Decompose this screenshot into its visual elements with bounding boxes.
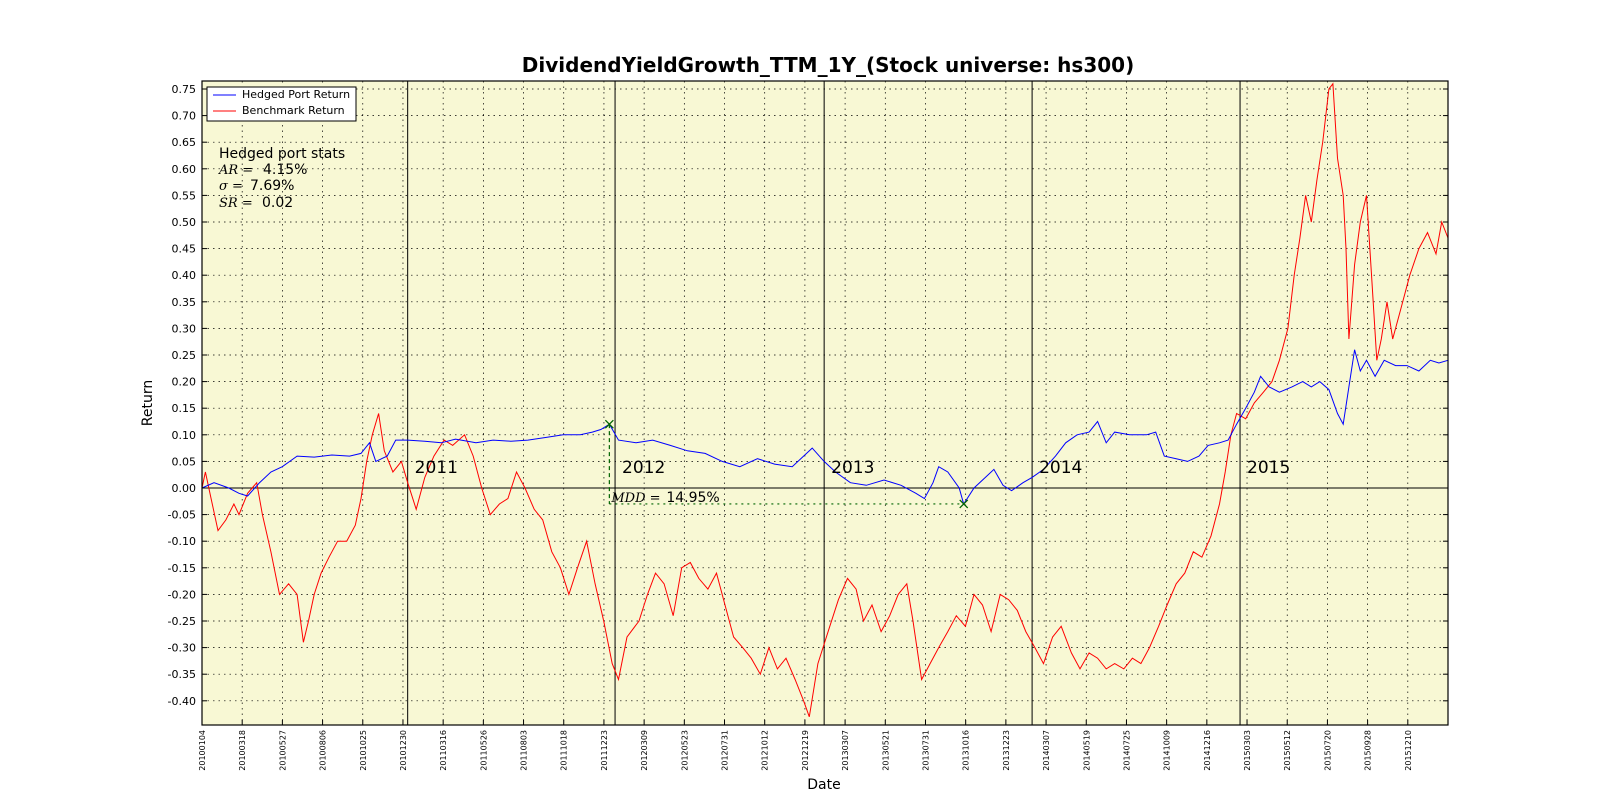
x-tick-label: 20120731 — [721, 730, 730, 771]
mdd-value: 14.95% — [666, 490, 719, 506]
y-tick-label: -0.30 — [168, 642, 196, 655]
x-tick-label: 20110803 — [520, 730, 529, 771]
y-axis-ticks: 0.75 0.70 0.65 0.60 0.55 0.50 0.45 0.40 0.35 0.30… — [168, 83, 1448, 708]
y-tick-label: 0.55 — [172, 189, 197, 202]
y-tick-label: 0.00 — [172, 482, 197, 495]
y-tick-label: -0.35 — [168, 668, 196, 681]
y-tick-label: 0.35 — [172, 296, 197, 309]
y-tick-label: 0.75 — [172, 83, 197, 96]
x-tick-label: 20141216 — [1203, 730, 1212, 771]
x-tick-label: 20150303 — [1243, 730, 1252, 771]
plot-frame — [201, 80, 1449, 726]
legend-hedged-label: Hedged Port Return — [242, 88, 350, 101]
x-tick-label: 20141009 — [1163, 730, 1172, 771]
x-tick-label: 20151210 — [1404, 730, 1413, 771]
y-tick-label: 0.65 — [172, 136, 197, 149]
stats-box: Hedged port stats AR = 4.15% σ = 7.69% S… — [218, 146, 345, 211]
y-tick-label: 0.60 — [172, 163, 197, 176]
y-tick-label: 0.70 — [172, 110, 197, 123]
x-tick-label: 20100318 — [238, 730, 247, 771]
stats-sigma-label: σ = — [219, 179, 243, 194]
y-axis-label: Return — [140, 380, 156, 426]
x-tick-label: 20110526 — [479, 730, 488, 771]
x-tick-label: 20140519 — [1082, 730, 1091, 771]
x-tick-label: 20121012 — [761, 730, 770, 771]
year-label: 2014 — [1039, 458, 1082, 478]
x-tick-label: 20100527 — [278, 730, 287, 771]
x-tick-label: 20110316 — [439, 730, 448, 771]
y-tick-label: -0.05 — [168, 509, 196, 522]
x-tick-label: 20131223 — [1002, 730, 1011, 771]
x-tick-label: 20121219 — [801, 730, 810, 771]
y-tick-label: 0.30 — [172, 322, 197, 335]
x-tick-label: 20140725 — [1122, 730, 1131, 771]
y-tick-label: -0.15 — [168, 562, 196, 575]
x-tick-label: 20101230 — [399, 730, 408, 771]
x-tick-label: 20131016 — [962, 730, 971, 771]
x-tick-label: 20101025 — [359, 730, 368, 771]
plot-area — [202, 81, 1448, 725]
mdd-trough-marker — [959, 499, 969, 509]
legend: Hedged Port Return Benchmark Return — [206, 86, 357, 122]
stats-sr-value: 0.02 — [262, 195, 293, 211]
year-boundary-lines — [407, 81, 1241, 725]
y-tick-label: -0.20 — [168, 588, 196, 601]
y-tick-label: -0.25 — [168, 615, 196, 628]
max-drawdown: MDD = 14.95% — [604, 419, 969, 509]
x-tick-label: 20130307 — [841, 730, 850, 771]
x-tick-label: 20100806 — [319, 730, 328, 771]
series-line-hedged — [201, 349, 1449, 506]
x-tick-label: 20130521 — [881, 730, 890, 771]
series-layer — [201, 82, 1449, 717]
y-tick-label: 0.45 — [172, 243, 197, 256]
x-tick-label: 20111223 — [600, 730, 609, 771]
year-labels: 2011 2012 2013 2014 2015 — [415, 458, 1291, 478]
series-line-benchmark — [201, 82, 1449, 717]
stats-sr-label: SR = — [219, 196, 253, 211]
y-tick-label: 0.15 — [172, 402, 197, 415]
y-tick-label: 0.10 — [172, 429, 197, 442]
y-tick-label: 0.05 — [172, 455, 197, 468]
stats-ar-label: AR = — [218, 163, 253, 178]
stats-ar-value: 4.15% — [263, 162, 307, 178]
x-tick-label: 20150720 — [1323, 730, 1332, 771]
x-tick-label: 20150928 — [1364, 730, 1373, 771]
legend-benchmark-label: Benchmark Return — [242, 104, 345, 117]
y-tick-label: 0.25 — [172, 349, 197, 362]
mdd-peak-marker — [604, 419, 614, 429]
x-tick-label: 20111018 — [560, 730, 569, 771]
year-label: 2012 — [622, 458, 665, 478]
stats-sigma-value: 7.69% — [250, 178, 294, 194]
mdd-label: MDD = — [610, 491, 660, 506]
x-tick-label: 20120309 — [640, 730, 649, 771]
x-tick-label: 20100104 — [198, 730, 207, 771]
year-label: 2015 — [1247, 458, 1290, 478]
stats-heading: Hedged port stats — [219, 146, 345, 162]
x-tick-label: 20140307 — [1042, 730, 1051, 771]
y-tick-label: -0.10 — [168, 535, 196, 548]
year-label: 2013 — [831, 458, 874, 478]
y-tick-label: 0.50 — [172, 216, 197, 229]
chart-title: DividendYieldGrowth_TTM_1Y_(Stock univer… — [522, 53, 1134, 77]
x-axis-ticks: 20100104 20100318 20100527 20100806 20101025… — [198, 720, 1413, 771]
y-tick-label: 0.40 — [172, 269, 197, 282]
legend-box — [206, 86, 357, 122]
x-axis-label: Date — [807, 777, 840, 793]
y-tick-label: 0.20 — [172, 376, 197, 389]
year-label: 2011 — [415, 458, 458, 478]
x-tick-label: 20120523 — [680, 730, 689, 771]
x-tick-label: 20130731 — [921, 730, 930, 771]
x-tick-label: 20150512 — [1283, 730, 1292, 771]
y-tick-label: -0.40 — [168, 695, 196, 708]
